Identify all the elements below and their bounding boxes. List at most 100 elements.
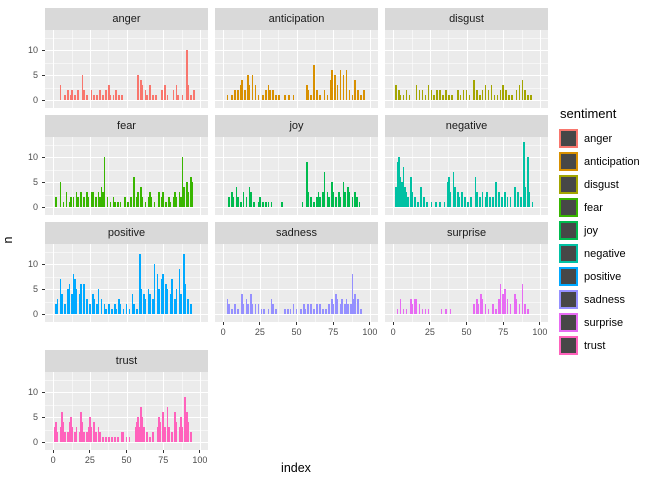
bar: [103, 304, 106, 314]
bar: [108, 304, 110, 314]
bar: [454, 187, 456, 207]
bar: [235, 187, 238, 207]
bar: [102, 95, 104, 100]
x-tick-mark: [162, 450, 164, 453]
bar: [116, 437, 119, 442]
bar: [115, 90, 118, 100]
bar: [81, 75, 84, 100]
bar: [174, 412, 176, 442]
bar: [162, 192, 165, 207]
bar: [313, 65, 315, 100]
gridline-y-major: [45, 314, 208, 316]
bar: [59, 85, 62, 100]
gridline-x-major: [126, 244, 128, 322]
bar: [121, 432, 123, 442]
bar: [476, 192, 478, 207]
bar: [399, 177, 402, 207]
facet-strip-positive: positive: [45, 222, 208, 244]
gridline-y-major: [385, 182, 548, 184]
bar: [307, 192, 310, 207]
legend-key-swatch: [559, 152, 578, 171]
x-tick-label: 0: [50, 455, 56, 465]
x-tick-mark: [222, 322, 224, 325]
gridline-x-minor: [181, 372, 183, 450]
gridline-x-major: [223, 137, 225, 215]
gridline-x-minor: [521, 244, 523, 322]
bar: [99, 432, 101, 442]
bar: [517, 192, 519, 207]
gridline-x-major: [89, 372, 92, 450]
bar: [423, 197, 425, 207]
bar: [102, 192, 104, 207]
gridline-y-minor: [215, 276, 378, 278]
bar: [248, 85, 251, 100]
bar: [263, 309, 266, 314]
facet-strip-label: anger: [112, 13, 141, 25]
bar: [451, 95, 453, 100]
bar: [329, 80, 332, 100]
bar: [333, 75, 336, 100]
bar: [55, 304, 57, 314]
bar: [245, 299, 248, 314]
bar: [462, 90, 465, 100]
gridline-y-minor: [45, 169, 208, 171]
bar: [64, 432, 66, 442]
bar: [144, 202, 147, 207]
bar: [470, 197, 472, 207]
bar: [160, 197, 163, 207]
y-tick-mark: [41, 288, 45, 290]
bar: [267, 202, 270, 207]
gridline-x-minor: [278, 137, 280, 215]
bar: [69, 95, 72, 100]
gridline-y-major: [215, 289, 378, 291]
y-tick-mark: [41, 206, 45, 208]
bar: [125, 437, 128, 442]
bar: [509, 197, 512, 207]
bar: [521, 80, 524, 100]
bar: [105, 437, 107, 442]
bar: [134, 427, 137, 442]
gridline-x-minor: [521, 137, 523, 215]
bar: [228, 197, 230, 207]
legend-entry-label: negative: [584, 247, 626, 260]
bar: [336, 85, 339, 100]
bar: [319, 95, 321, 100]
bar: [245, 197, 248, 207]
x-tick-mark: [126, 450, 128, 453]
bar: [59, 427, 62, 442]
bar: [511, 95, 513, 100]
gridline-x-minor: [71, 244, 73, 322]
bar: [166, 95, 169, 100]
gridline-y-minor: [215, 301, 378, 303]
bar: [91, 294, 94, 314]
bar: [119, 202, 122, 207]
x-tick-label: 0: [220, 327, 226, 337]
bar: [521, 284, 524, 314]
y-tick-mark: [41, 313, 45, 315]
bar: [481, 90, 484, 100]
bar: [401, 182, 403, 207]
bar: [114, 202, 116, 207]
gridline-x-major: [199, 372, 202, 450]
legend: sentiment anger anticipation disgust fear jo…: [559, 106, 640, 357]
gridline-x-minor: [144, 137, 146, 215]
gridline-y-major: [215, 75, 378, 77]
bar: [83, 284, 85, 314]
bar: [185, 50, 188, 100]
x-axis-title: index: [281, 461, 311, 475]
bar: [109, 202, 112, 207]
bar: [310, 95, 313, 100]
legend-entry-label: disgust: [584, 178, 619, 191]
bar: [411, 304, 414, 314]
bar: [71, 427, 74, 442]
bar: [147, 289, 150, 314]
bar: [100, 187, 103, 207]
legend-key-swatch: [559, 313, 578, 332]
legend-entry-label: positive: [584, 270, 622, 283]
bar: [347, 187, 349, 207]
bar: [141, 85, 144, 100]
bar: [114, 304, 116, 314]
bar: [518, 85, 521, 100]
bar: [478, 197, 481, 207]
bar: [502, 85, 505, 100]
